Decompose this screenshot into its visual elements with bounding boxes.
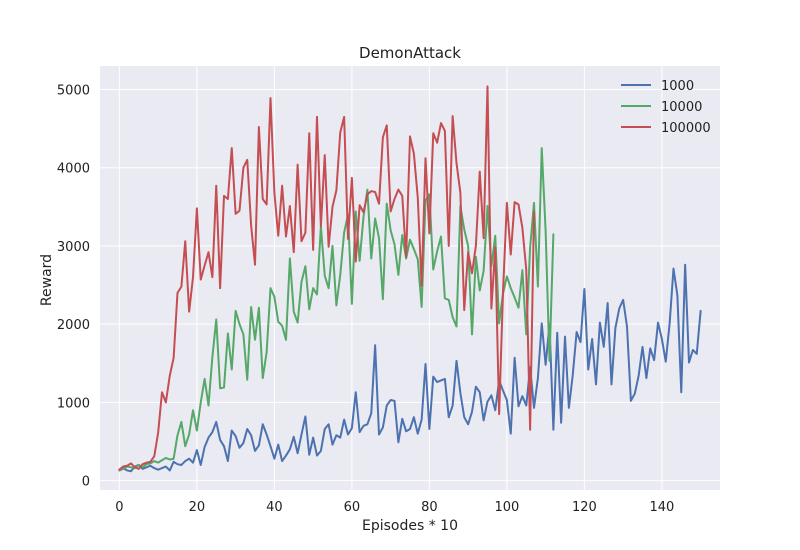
x-tick-label: 0: [115, 500, 123, 515]
y-tick-label: 5000: [57, 83, 90, 98]
legend-label-10000: 10000: [661, 100, 702, 115]
legend-label-100000: 100000: [661, 121, 711, 136]
x-tick-label: 80: [421, 500, 438, 515]
x-tick-label: 60: [344, 500, 361, 515]
y-tick-label: 4000: [57, 162, 90, 177]
series-line-1000: [118, 263, 702, 473]
y-tick-label: 3000: [57, 240, 90, 255]
x-tick-label: 120: [572, 500, 597, 515]
y-tick-label: 1000: [57, 396, 90, 411]
legend: 1000 10000 100000: [621, 79, 711, 136]
series-line-100000: [118, 85, 535, 471]
x-tick-label: 100: [494, 500, 519, 515]
series-lines: [118, 85, 702, 473]
x-tick-label: 20: [189, 500, 206, 515]
x-tick-label: 140: [649, 500, 674, 515]
x-axis-label: Episodes * 10: [362, 518, 458, 534]
y-tick-label: 2000: [57, 318, 90, 333]
y-tick-label: 0: [82, 475, 90, 490]
grid-lines: [100, 66, 720, 490]
series-line-10000: [118, 147, 555, 472]
y-axis-label: Reward: [39, 254, 55, 306]
tick-labels: 0 20 40 60 80 100 120 140 0 1000 2000 3000 4000 5000: [57, 83, 674, 515]
chart-title: DemonAttack: [359, 44, 461, 62]
legend-label-1000: 1000: [661, 79, 694, 94]
x-tick-label: 40: [266, 500, 283, 515]
